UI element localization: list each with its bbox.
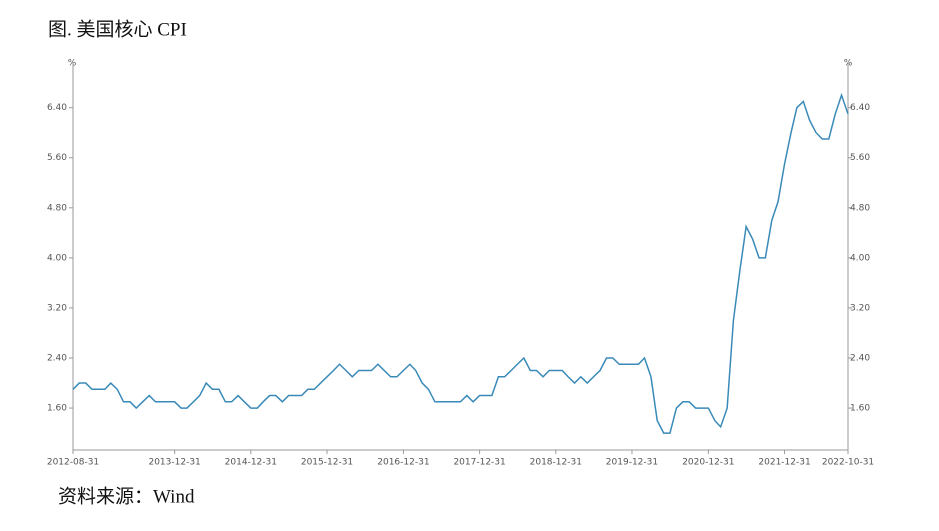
x-tick-label: 2022-10-31	[822, 458, 874, 468]
x-tick-label: 2015-12-31	[301, 458, 353, 468]
y2-tick-label: 4.80	[850, 203, 870, 213]
y-tick-label: 4.00	[47, 253, 67, 263]
x-tick-label: 2012-08-31	[47, 458, 99, 468]
y-tick-label: 1.60	[47, 404, 67, 414]
y2-tick-label: 5.60	[850, 153, 870, 163]
y2-tick-label: 1.60	[850, 404, 870, 414]
y2-tick-label: 3.20	[850, 303, 870, 313]
x-tick-label: 2018-12-31	[530, 458, 582, 468]
x-tick-label: 2013-12-31	[148, 458, 200, 468]
y-tick-label: 6.40	[47, 103, 67, 113]
x-tick-label: 2017-12-31	[453, 458, 505, 468]
x-tick-label: 2019-12-31	[606, 458, 658, 468]
y2-tick-label: 4.00	[850, 253, 870, 263]
y2-tick-label: 2.40	[850, 354, 870, 364]
y2-tick-label: 6.40	[850, 103, 870, 113]
data-line	[72, 92, 849, 434]
y-tick-label: 4.80	[47, 203, 67, 213]
x-tick-label: 2016-12-31	[377, 458, 429, 468]
x-tick-label: 2021-12-31	[758, 458, 810, 468]
y-tick-label: 3.20	[47, 303, 67, 313]
chart-title: 图. 美国核心 CPI	[48, 18, 187, 40]
x-tick-label: 2020-12-31	[682, 458, 734, 468]
y-tick-label: 5.60	[47, 153, 67, 163]
source-note: 资料来源：Wind	[58, 485, 195, 507]
x-tick-label: 2014-12-31	[225, 458, 277, 468]
y-tick-label: 2.40	[47, 354, 67, 364]
y-axis-label: %	[68, 59, 77, 69]
